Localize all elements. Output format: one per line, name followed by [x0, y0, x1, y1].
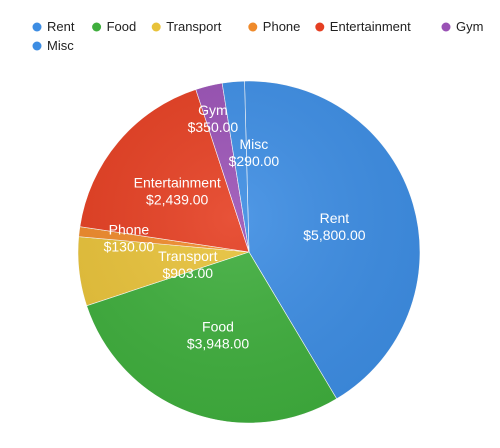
slice-name-rent: Rent [320, 210, 350, 226]
legend-label-food: Food [107, 19, 137, 34]
legend-item-food: Food [92, 19, 136, 34]
legend-item-misc: Misc [32, 38, 74, 53]
legend-item-rent: Rent [32, 19, 75, 34]
slice-value-misc: $290.00 [229, 153, 280, 169]
legend-swatch-entertainment [315, 22, 325, 32]
legend-swatch-misc [32, 41, 42, 51]
slice-name-misc: Misc [240, 136, 269, 152]
slice-label-transport: Transport$903.00 [158, 248, 218, 281]
legend-item-gym: Gym [441, 19, 483, 34]
slice-name-transport: Transport [158, 248, 218, 264]
slice-labels: Rent$5,800.00 Food$3,948.00 Transport$903.… [104, 102, 366, 351]
legend-swatch-transport [151, 22, 161, 32]
legend-label-rent: Rent [47, 19, 75, 34]
legend-label-misc: Misc [47, 38, 74, 53]
slice-label-gym: Gym$350.00 [188, 102, 239, 135]
slice-value-rent: $5,800.00 [303, 227, 365, 243]
slice-name-food: Food [202, 318, 234, 334]
legend-label-gym: Gym [456, 19, 483, 34]
slice-name-entertainment: Entertainment [134, 174, 221, 190]
legend-item-phone: Phone [248, 19, 300, 34]
legend: Rent Food Transport Phone Entertainment Gym Mi… [32, 19, 483, 53]
slice-value-entertainment: $2,439.00 [146, 191, 208, 207]
legend-swatch-rent [32, 22, 42, 32]
slice-label-phone: Phone$130.00 [104, 222, 155, 255]
slice-value-transport: $903.00 [162, 265, 213, 281]
slice-label-rent: Rent$5,800.00 [303, 210, 365, 243]
legend-label-entertainment: Entertainment [330, 19, 411, 34]
legend-item-entertainment: Entertainment [315, 19, 411, 34]
legend-label-phone: Phone [263, 19, 301, 34]
legend-swatch-food [92, 22, 102, 32]
slice-value-gym: $350.00 [188, 119, 239, 135]
legend-swatch-phone [248, 22, 258, 32]
legend-label-transport: Transport [166, 19, 222, 34]
slice-name-gym: Gym [198, 102, 228, 118]
slice-label-entertainment: Entertainment$2,439.00 [134, 174, 221, 207]
legend-item-transport: Transport [151, 19, 222, 34]
slice-name-phone: Phone [109, 222, 150, 238]
slice-value-phone: $130.00 [104, 239, 155, 255]
slice-value-food: $3,948.00 [187, 335, 249, 351]
slice-label-food: Food$3,948.00 [187, 318, 249, 351]
legend-swatch-gym [441, 22, 451, 32]
slice-label-misc: Misc$290.00 [229, 136, 280, 169]
